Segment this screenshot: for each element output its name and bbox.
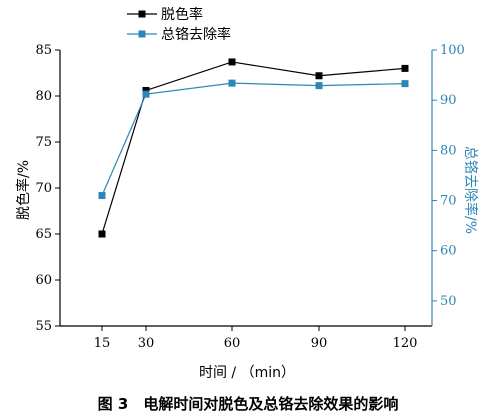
y-left-tick-label: 60 <box>35 273 52 288</box>
y-left-tick-label: 75 <box>35 135 52 150</box>
y-axis-right-title: 总铬去除率/% <box>462 146 479 234</box>
series-point-2 <box>228 79 236 87</box>
series-point-2 <box>401 80 409 88</box>
series-point-1 <box>98 230 106 238</box>
y-left-tick-label: 70 <box>35 181 52 196</box>
y-axis-left-title: 脱色率/% <box>15 160 32 220</box>
legend-marker-2 <box>138 30 146 38</box>
x-axis-title: 时间 / （min） <box>199 365 295 381</box>
y-right-tick-label: 100 <box>440 43 465 58</box>
series-layer <box>98 58 409 238</box>
y-right-tick-label: 50 <box>440 294 457 309</box>
x-tick-label: 15 <box>94 336 111 351</box>
series-point-1 <box>228 58 236 66</box>
x-tick-label: 60 <box>224 336 241 351</box>
y-left-tick-label: 85 <box>35 43 52 58</box>
series-point-2 <box>98 192 106 200</box>
series-point-2 <box>315 82 323 90</box>
legend-label-1: 脱色率 <box>161 6 203 23</box>
series-point-1 <box>142 86 150 94</box>
series-point-1 <box>315 72 323 80</box>
y-right-tick-label: 90 <box>440 93 457 108</box>
y-right-tick-label: 70 <box>440 194 457 209</box>
y-right-tick-label: 80 <box>440 143 457 158</box>
x-tick-label: 90 <box>311 336 328 351</box>
series-point-2 <box>142 90 150 98</box>
axes: 55 60 65 70 75 80 85 50 60 70 80 90 100 15 30 60 90 120 <box>35 43 464 351</box>
y-left-tick-label: 65 <box>35 227 52 242</box>
legend-marker-1 <box>138 10 146 18</box>
x-tick-label: 30 <box>138 336 155 351</box>
y-right-tick-label: 60 <box>440 244 457 259</box>
series-line-2 <box>101 82 406 196</box>
y-left-tick-label: 55 <box>35 319 52 334</box>
series-point-1 <box>401 64 409 72</box>
x-tick-label: 120 <box>393 336 418 351</box>
figure-caption: 图 3 电解时间对脱色及总铬去除效果的影响 <box>98 395 399 413</box>
legend-label-2: 总铬去除率 <box>161 26 231 43</box>
y-left-tick-label: 80 <box>35 89 52 104</box>
